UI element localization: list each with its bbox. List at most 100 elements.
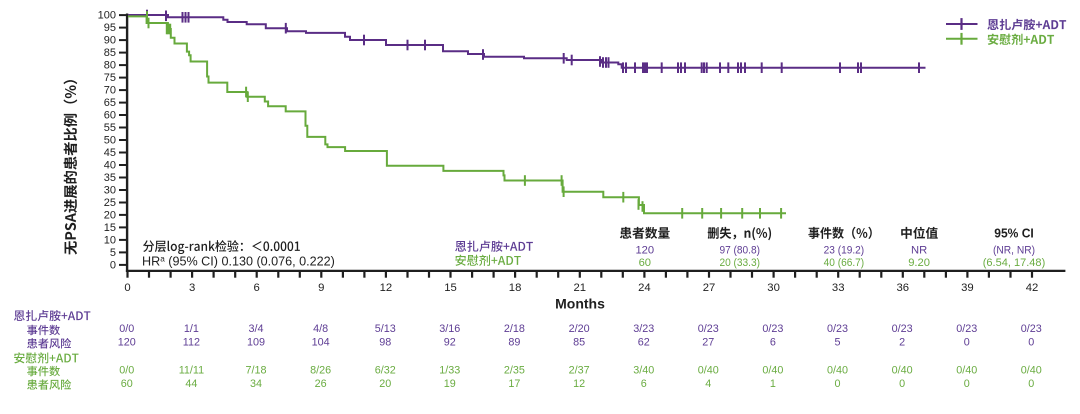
- svg-text:36: 36: [897, 282, 910, 294]
- svg-text:39: 39: [961, 282, 974, 294]
- svg-text:112: 112: [183, 337, 200, 349]
- svg-text:0/40: 0/40: [698, 364, 719, 376]
- svg-text:9.20: 9.20: [908, 257, 930, 269]
- svg-text:0/23: 0/23: [762, 323, 783, 335]
- svg-text:9: 9: [318, 282, 324, 294]
- svg-text:1/33: 1/33: [439, 364, 460, 376]
- svg-text:95% CI: 95% CI: [994, 227, 1034, 241]
- svg-text:10: 10: [104, 235, 116, 247]
- svg-text:6: 6: [254, 282, 260, 294]
- svg-text:12: 12: [573, 378, 585, 390]
- svg-text:55: 55: [104, 122, 116, 134]
- svg-text:92: 92: [444, 337, 456, 349]
- svg-text:0/40: 0/40: [762, 364, 783, 376]
- svg-text:62: 62: [638, 337, 650, 349]
- svg-text:3/16: 3/16: [439, 323, 460, 335]
- svg-text:8/26: 8/26: [310, 364, 331, 376]
- svg-text:2/18: 2/18: [504, 323, 525, 335]
- svg-text:109: 109: [247, 337, 265, 349]
- svg-text:0: 0: [110, 260, 116, 272]
- svg-text:44: 44: [185, 378, 197, 390]
- svg-text:7/18: 7/18: [245, 364, 266, 376]
- svg-text:18: 18: [509, 282, 522, 294]
- svg-text:0/40: 0/40: [1021, 364, 1042, 376]
- svg-text:70: 70: [104, 85, 116, 97]
- svg-text:20: 20: [104, 210, 116, 222]
- svg-text:4/8: 4/8: [313, 323, 328, 335]
- svg-text:5: 5: [834, 337, 840, 349]
- svg-text:0/0: 0/0: [119, 364, 134, 376]
- svg-text:5: 5: [110, 247, 116, 259]
- svg-text:40 (66.7): 40 (66.7): [824, 257, 865, 269]
- svg-text:3/23: 3/23: [633, 323, 654, 335]
- svg-text:20: 20: [379, 378, 391, 390]
- svg-text:19: 19: [444, 378, 456, 390]
- svg-text:0: 0: [1028, 378, 1034, 390]
- svg-text:15: 15: [104, 222, 116, 234]
- svg-text:25: 25: [104, 197, 116, 209]
- svg-text:33: 33: [832, 282, 845, 294]
- svg-text:0/40: 0/40: [892, 364, 913, 376]
- svg-text:80: 80: [104, 60, 116, 72]
- svg-text:98: 98: [379, 337, 391, 349]
- svg-text:11/11: 11/11: [179, 364, 204, 376]
- svg-text:2: 2: [899, 337, 905, 349]
- svg-text:0/23: 0/23: [827, 323, 848, 335]
- svg-text:NR: NR: [911, 244, 927, 256]
- svg-text:3/4: 3/4: [248, 323, 263, 335]
- svg-text:0: 0: [124, 282, 130, 294]
- svg-text:3: 3: [189, 282, 195, 294]
- svg-text:0: 0: [964, 337, 970, 349]
- svg-text:15: 15: [444, 282, 457, 294]
- svg-text:0: 0: [834, 378, 840, 390]
- svg-text:0/23: 0/23: [892, 323, 913, 335]
- svg-text:0/0: 0/0: [119, 323, 134, 335]
- svg-text:0: 0: [1028, 337, 1034, 349]
- svg-text:45: 45: [104, 147, 116, 159]
- svg-text:0: 0: [899, 378, 905, 390]
- svg-text:42: 42: [1026, 282, 1039, 294]
- svg-text:60: 60: [104, 110, 116, 122]
- svg-text:4: 4: [705, 378, 711, 390]
- svg-text:23 (19.2): 23 (19.2): [824, 244, 865, 256]
- svg-text:0/23: 0/23: [1021, 323, 1042, 335]
- svg-text:120: 120: [118, 337, 136, 349]
- svg-text:120: 120: [635, 244, 654, 256]
- svg-text:60: 60: [639, 257, 651, 269]
- svg-text:95: 95: [104, 22, 116, 34]
- svg-text:5/13: 5/13: [375, 323, 396, 335]
- svg-text:0: 0: [964, 378, 970, 390]
- svg-text:(6.54, 17.48): (6.54, 17.48): [983, 257, 1046, 269]
- svg-text:27: 27: [702, 337, 714, 349]
- svg-text:2/20: 2/20: [569, 323, 590, 335]
- svg-text:40: 40: [104, 160, 116, 172]
- svg-text:35: 35: [104, 172, 116, 184]
- svg-text:104: 104: [312, 337, 330, 349]
- svg-text:89: 89: [508, 337, 520, 349]
- svg-text:75: 75: [104, 72, 116, 84]
- svg-text:1: 1: [770, 378, 776, 390]
- svg-text:1/1: 1/1: [184, 323, 199, 335]
- svg-text:12: 12: [380, 282, 393, 294]
- svg-text:24: 24: [638, 282, 651, 294]
- svg-text:50: 50: [104, 135, 116, 147]
- svg-text:21: 21: [574, 282, 587, 294]
- svg-text:85: 85: [573, 337, 585, 349]
- svg-text:34: 34: [250, 378, 262, 390]
- svg-text:0/23: 0/23: [956, 323, 977, 335]
- svg-text:17: 17: [508, 378, 520, 390]
- svg-text:90: 90: [104, 35, 116, 47]
- svg-text:2/37: 2/37: [569, 364, 590, 376]
- svg-text:65: 65: [104, 97, 116, 109]
- svg-text:0/40: 0/40: [956, 364, 977, 376]
- svg-text:85: 85: [104, 47, 116, 59]
- svg-text:20 (33.3): 20 (33.3): [719, 257, 760, 269]
- svg-text:Months: Months: [555, 295, 605, 311]
- svg-text:HRa (95% CI) 0.130 (0.076, 0.2: HRa (95% CI) 0.130 (0.076, 0.222): [142, 254, 335, 268]
- svg-text:6: 6: [641, 378, 647, 390]
- svg-text:97 (80.8): 97 (80.8): [719, 244, 760, 256]
- svg-text:2/35: 2/35: [504, 364, 525, 376]
- svg-text:27: 27: [703, 282, 716, 294]
- svg-text:30: 30: [104, 185, 116, 197]
- svg-text:100: 100: [98, 10, 116, 22]
